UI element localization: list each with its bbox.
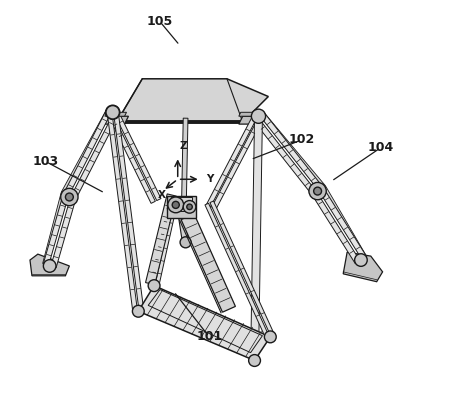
Bar <box>167 196 197 218</box>
Polygon shape <box>105 116 128 124</box>
Circle shape <box>183 201 196 213</box>
Circle shape <box>168 197 184 213</box>
Polygon shape <box>179 216 189 243</box>
Polygon shape <box>51 197 76 268</box>
Circle shape <box>249 355 261 366</box>
Text: 104: 104 <box>368 141 394 154</box>
Circle shape <box>148 280 160 292</box>
Circle shape <box>106 106 119 119</box>
Bar <box>171 197 193 211</box>
Polygon shape <box>181 214 235 312</box>
Polygon shape <box>70 113 119 200</box>
Circle shape <box>132 305 144 317</box>
Polygon shape <box>155 197 178 287</box>
Circle shape <box>187 204 192 210</box>
Polygon shape <box>117 79 268 122</box>
Circle shape <box>172 201 179 208</box>
Polygon shape <box>107 112 138 312</box>
Polygon shape <box>343 252 382 282</box>
Polygon shape <box>319 188 367 259</box>
Polygon shape <box>251 116 262 361</box>
Circle shape <box>314 187 322 195</box>
Circle shape <box>252 109 266 123</box>
Polygon shape <box>113 112 144 311</box>
Text: Y: Y <box>206 174 213 184</box>
Polygon shape <box>145 194 176 285</box>
Polygon shape <box>205 203 270 339</box>
Text: 103: 103 <box>33 155 59 168</box>
Polygon shape <box>207 114 258 206</box>
Circle shape <box>43 260 56 272</box>
Polygon shape <box>261 113 325 189</box>
Circle shape <box>355 254 367 266</box>
Text: X: X <box>158 190 165 201</box>
Polygon shape <box>239 116 262 124</box>
Circle shape <box>65 193 73 201</box>
Polygon shape <box>61 109 111 194</box>
Polygon shape <box>210 201 274 336</box>
Circle shape <box>265 331 276 343</box>
Polygon shape <box>108 113 155 203</box>
Circle shape <box>309 182 326 200</box>
Polygon shape <box>181 118 188 219</box>
Polygon shape <box>43 192 66 265</box>
Polygon shape <box>113 110 161 201</box>
Polygon shape <box>212 117 263 209</box>
Polygon shape <box>63 109 112 197</box>
Polygon shape <box>239 112 261 116</box>
Polygon shape <box>149 196 173 286</box>
Polygon shape <box>105 112 126 116</box>
Circle shape <box>61 188 78 206</box>
Polygon shape <box>30 254 69 276</box>
Polygon shape <box>321 186 367 259</box>
Polygon shape <box>312 192 360 264</box>
Text: 102: 102 <box>289 134 315 146</box>
Circle shape <box>180 237 191 248</box>
Text: Z: Z <box>180 141 187 151</box>
Polygon shape <box>253 117 317 195</box>
Text: 105: 105 <box>147 15 173 28</box>
Circle shape <box>106 105 120 119</box>
Text: 101: 101 <box>196 331 222 343</box>
Polygon shape <box>138 286 270 361</box>
Polygon shape <box>259 112 323 190</box>
Polygon shape <box>43 195 68 266</box>
